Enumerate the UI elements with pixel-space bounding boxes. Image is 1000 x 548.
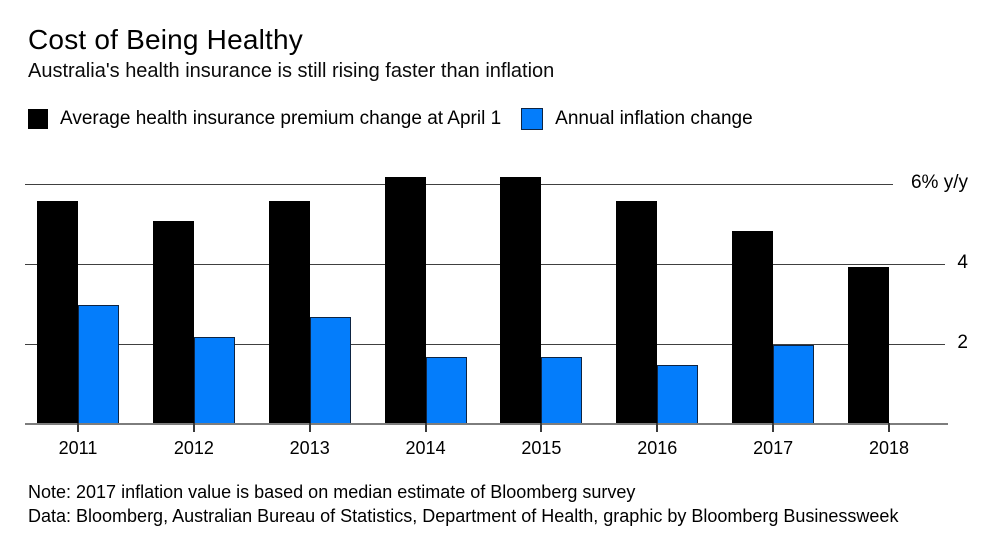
y-tick-label-2: 2: [957, 332, 968, 353]
footnote: Note: 2017 inflation value is based on m…: [28, 482, 636, 502]
gridline-6: [25, 184, 893, 185]
x-tick-label-2012: 2012: [173, 438, 214, 458]
x-tick-label-2011: 2011: [58, 438, 98, 458]
bar-premium-2014: [384, 177, 426, 425]
bar-inflation-2015: [541, 357, 583, 425]
bar-premium-2012: [152, 221, 194, 425]
legend-label-inflation: Annual inflation change: [555, 108, 753, 129]
x-tick-2012: [192, 423, 195, 432]
x-tick-2011: [77, 423, 79, 432]
legend-label-premium: Average health insurance premium change …: [60, 108, 502, 129]
x-tick-2018: [887, 423, 890, 432]
x-tick-label-2017: 2017: [753, 438, 794, 458]
x-axis-line: [25, 423, 948, 425]
legend: Average health insurance premium change …: [28, 108, 753, 130]
legend-item-inflation: Annual inflation change: [521, 108, 753, 130]
bar-premium-2013: [268, 201, 310, 425]
x-tick-label-2015: 2015: [521, 438, 562, 458]
bar-inflation-2013: [309, 317, 351, 425]
bar-premium-2016: [616, 201, 658, 425]
bar-inflation-2011: [78, 305, 119, 425]
legend-item-premium: Average health insurance premium change …: [28, 108, 501, 130]
bar-inflation-2012: [193, 337, 235, 425]
y-tick-label-6: 6% y/y: [910, 172, 968, 193]
chart-subtitle: Australia's health insurance is still ri…: [28, 60, 555, 82]
x-tick-2014: [424, 423, 427, 432]
inflation-swatch-icon: [521, 108, 544, 130]
bar-premium-2018: [847, 267, 889, 425]
chart-title: Cost of Being Healthy: [28, 24, 304, 55]
bar-inflation-2016: [657, 365, 699, 425]
x-tick-label-2014: 2014: [405, 438, 446, 458]
gridline-4: [25, 264, 945, 265]
bar-inflation-2017: [773, 345, 815, 425]
bar-premium-2017: [732, 231, 774, 425]
plot-area: [25, 165, 948, 432]
source-line: Data: Bloomberg, Australian Bureau of St…: [28, 506, 899, 526]
x-tick-2015: [540, 423, 543, 432]
x-tick-label-2018: 2018: [868, 438, 909, 458]
x-tick-2016: [656, 423, 659, 432]
x-tick-2017: [772, 423, 775, 432]
x-tick-label-2013: 2013: [289, 438, 330, 458]
bar-premium-2015: [500, 177, 542, 425]
bar-inflation-2014: [425, 357, 467, 425]
gridline-2: [25, 344, 945, 345]
bar-premium-2011: [37, 201, 78, 425]
x-tick-label-2016: 2016: [637, 438, 678, 458]
premium-swatch-icon: [28, 109, 48, 129]
y-tick-label-4: 4: [957, 252, 968, 273]
x-tick-2013: [308, 423, 311, 432]
